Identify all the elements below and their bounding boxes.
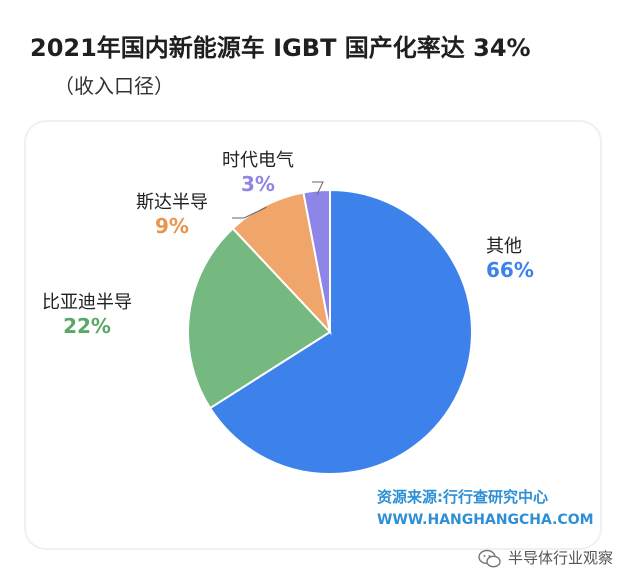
slice-value: 3% — [241, 172, 275, 196]
leader-line-starpower — [232, 206, 267, 219]
slice-name: 斯达半导 — [136, 192, 208, 213]
watermark-text: 半导体行业观察 — [508, 549, 614, 567]
chart-subtitle: （收入口径） — [54, 74, 174, 98]
slice-name: 其他 — [486, 236, 522, 257]
source-text: 资源来源:行行查研究中心 — [377, 488, 548, 506]
pie-slice-byd — [187, 227, 332, 410]
slice-label-byd: 比亚迪半导 22% — [42, 288, 132, 338]
slice-value: 9% — [155, 214, 189, 238]
chart-title: 2021年国内新能源车 IGBT 国产化率达 34% — [30, 34, 531, 62]
slice-label-crrc: 时代电气 3% — [222, 146, 294, 196]
slice-label-starpower: 斯达半导 9% — [136, 188, 208, 238]
slice-value: 22% — [63, 314, 111, 338]
pie-slice-other — [208, 188, 473, 475]
pie-slice-starpower — [231, 191, 332, 336]
slice-name: 比亚迪半导 — [42, 292, 132, 313]
slice-name: 时代电气 — [222, 150, 294, 171]
wechat-icon — [478, 549, 501, 568]
leader-line-crrc — [312, 181, 324, 195]
pie-slice-crrc — [302, 188, 331, 333]
source-url: WWW.HANGHANGCHA.COM — [377, 512, 594, 528]
slice-label-other: 其他 66% — [486, 232, 534, 282]
slice-value: 66% — [486, 258, 534, 282]
